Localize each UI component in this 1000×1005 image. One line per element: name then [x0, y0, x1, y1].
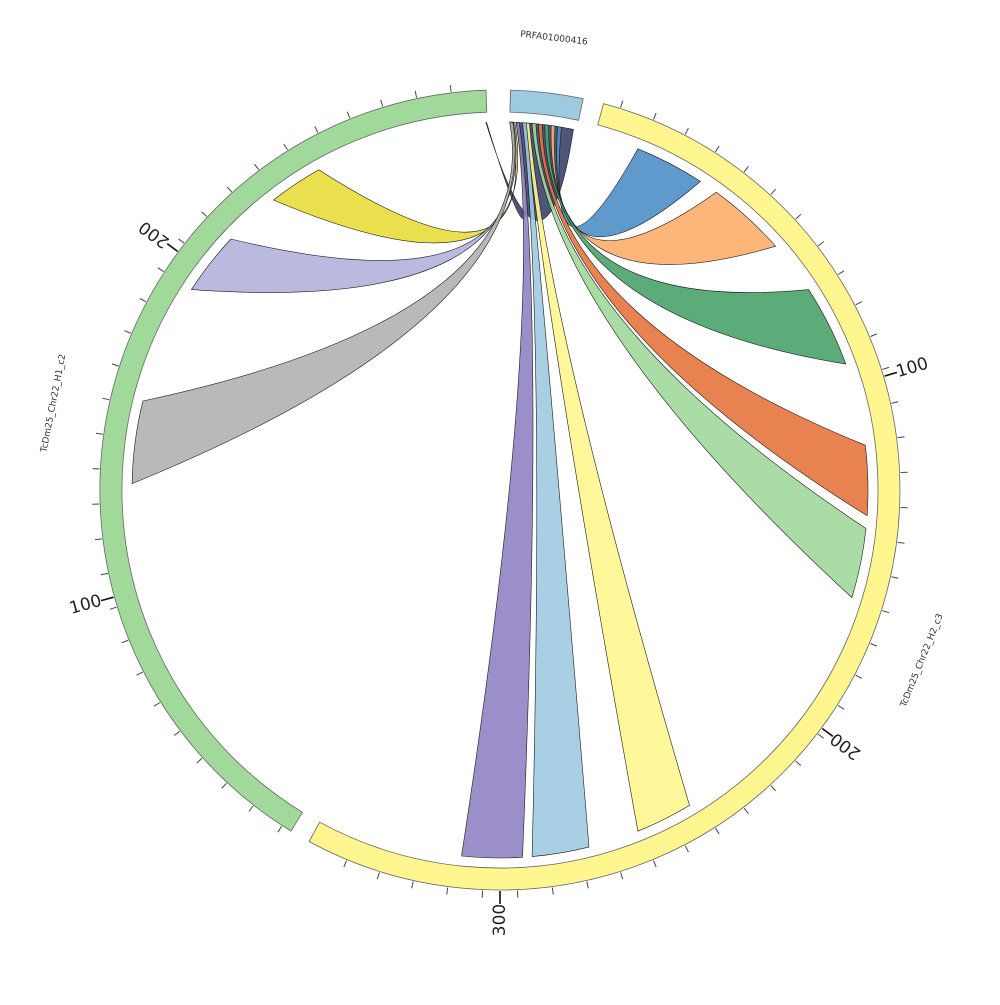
tick-h2-21 — [838, 706, 844, 710]
tick-h2-13 — [898, 437, 905, 438]
tick-h1-23 — [284, 144, 288, 150]
tick-h2-17 — [892, 577, 899, 579]
tick-h1-25 — [347, 112, 350, 119]
tick-h2-37 — [344, 861, 347, 867]
tick-label-h1-100: 100 — [67, 591, 104, 619]
tick-h2-30 — [587, 882, 589, 889]
tick-h2-22 — [818, 734, 824, 738]
tick-h2-2 — [685, 128, 688, 134]
tick-h1-16 — [124, 331, 130, 334]
tick-h2-28 — [654, 861, 657, 867]
tick-h1-7 — [122, 640, 129, 643]
tick-h1-13 — [96, 433, 103, 434]
tick-h1-26 — [381, 100, 383, 107]
tick-h2-9 — [856, 302, 862, 305]
tick-h2-26 — [716, 828, 720, 834]
tick-h2-16 — [898, 542, 905, 543]
tick-h1-22 — [255, 164, 259, 170]
tick-h2-3 — [716, 146, 720, 152]
tick-h1-1 — [249, 806, 253, 812]
ideogram-prfa01000416 — [510, 90, 583, 120]
tick-h2-29 — [621, 872, 623, 879]
tick-h2-23 — [796, 761, 801, 766]
tick-h1-20 — [202, 212, 207, 217]
tick-h1-5 — [154, 703, 160, 707]
tick-h2-19 — [871, 644, 877, 647]
tick-h2-34 — [447, 888, 448, 895]
tick-label-h2-300: 300 — [490, 904, 510, 936]
tick-h2-24 — [771, 786, 776, 791]
tick-h2-36 — [377, 872, 379, 879]
tick-h1-18 — [158, 268, 164, 272]
segment-label-h1-c2: TcDm25_Chr22_H1_c2 — [39, 353, 68, 454]
tick-h2-10 — [871, 334, 877, 337]
tick-h2-5 — [771, 189, 776, 194]
tick-h1-2 — [222, 783, 227, 788]
tick-h1-4 — [174, 731, 180, 735]
tick-h1-3 — [197, 758, 202, 763]
tick-h1-10 — [95, 539, 102, 540]
tick-h1-0 — [278, 826, 282, 832]
tick-h2-20 — [856, 675, 862, 678]
tick-h2-25 — [744, 808, 748, 814]
segment-label-prfa01000416: PRFA01000416 — [519, 30, 588, 48]
tick-h2-27 — [685, 846, 688, 852]
major-tick-h2-200 — [822, 729, 833, 737]
tick-h2-0 — [621, 101, 623, 108]
tick-h1-6 — [137, 672, 143, 675]
tick-h2-12 — [892, 402, 899, 404]
tick-h2-1 — [654, 113, 657, 119]
major-tick-h1-200 — [167, 244, 178, 252]
tick-h2-18 — [882, 611, 889, 613]
tick-label-h1-200: 200 — [135, 217, 173, 252]
tick-h2-11 — [882, 367, 889, 369]
tick-h2-8 — [838, 271, 844, 275]
tick-h1-21 — [227, 187, 232, 192]
tick-h1-15 — [112, 364, 119, 366]
tick-h1-19 — [179, 239, 185, 243]
major-tick-h1-100 — [101, 597, 114, 600]
tick-h2-35 — [412, 882, 414, 889]
tick-h1-24 — [315, 127, 318, 133]
tick-h1-9 — [101, 573, 108, 574]
tick-h2-6 — [796, 214, 801, 219]
tick-h2-7 — [818, 242, 824, 246]
tick-label-h2-100: 100 — [894, 354, 931, 382]
tick-h1-8 — [110, 607, 117, 609]
tick-h1-17 — [140, 299, 146, 302]
tick-label-h2-200: 200 — [827, 728, 865, 763]
major-tick-h2-100 — [885, 372, 898, 376]
tick-h2-4 — [744, 166, 748, 172]
segment-label-h2-c3: TcDm25_Chr22_H2_c3 — [899, 612, 946, 709]
tick-h1-28 — [450, 85, 451, 92]
tick-h1-14 — [103, 398, 110, 400]
ribbons-layer — [132, 122, 868, 858]
tick-h1-27 — [415, 91, 416, 98]
tick-h2-31 — [552, 888, 553, 895]
